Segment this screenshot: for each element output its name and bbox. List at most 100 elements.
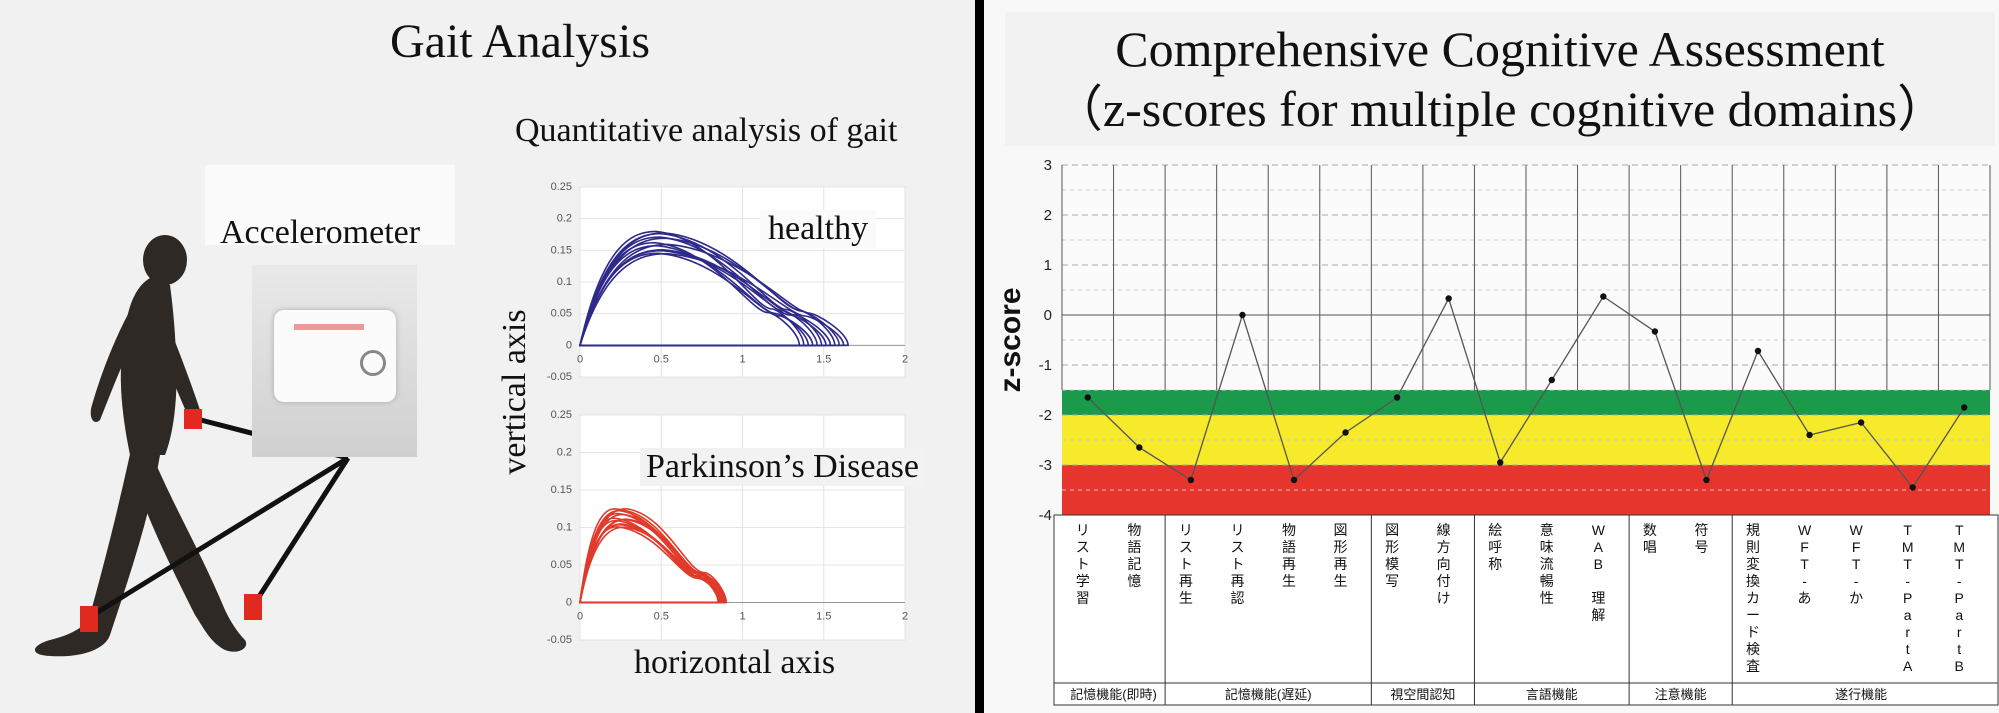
category-label: 数唱 [1643,522,1657,555]
cognitive-title-line1: Comprehensive Cognitive Assessment [1115,21,1885,77]
zscore-ytick-label: 3 [1044,157,1052,174]
category-label: 図形再生 [1334,522,1348,589]
pd-xtick-label: 0.5 [654,611,669,623]
category-label: 符号 [1694,522,1708,555]
accelerometer-label: Accelerometer [220,214,421,251]
healthy-trace [578,243,849,347]
zscore-point [1806,431,1813,439]
group-label: 記憶機能(即時) [1070,687,1157,702]
group-label: 言語機能 [1526,687,1578,702]
zscore-ylabel: z-score [994,287,1027,392]
group-label: 注意機能 [1655,687,1707,702]
healthy-trace [578,232,836,347]
pd-ytick-label: 0.05 [551,559,572,571]
zscore-point [1084,394,1091,401]
gait-chart-parkinsons: -0.05 0 0.05 0.1 0.15 0.2 0.25 0 0.5 1 1.5 2 [547,409,908,646]
group-label: 記憶機能(遅延) [1225,687,1312,702]
zscore-ytick-label: -1 [1039,357,1052,374]
zscore-point [1754,347,1762,355]
gait-chart-healthy: -0.05 0 0.05 0.1 0.15 0.2 0.25 0 0.5 1 1.5 2 [547,181,908,383]
category-label: W F T -あ [1798,522,1812,606]
zscore-point [1857,419,1865,426]
zscore-chart: 3 2 1 0 -1 -2 -3 -4 z-score 記憶機能(即時) 記憶機能(遅延) 視空間認知… [994,157,1999,706]
gait-subtitle: Quantitative analysis of gait [515,112,898,149]
zscore-line [1087,295,1965,489]
parkinsons-label: Parkinson’s Disease [640,448,925,486]
pd-trace [579,526,726,604]
zscore-ytick-label: 2 [1044,207,1052,224]
category-label: T M T -P a r t B [1953,522,1965,674]
zscore-point [1497,459,1504,466]
zscore-ytick-label: -3 [1039,457,1052,474]
healthy-ytick-label: 0 [566,339,572,351]
category-label-area [1053,514,1999,706]
healthy-xtick-label: 1.5 [816,353,831,365]
category-label: リスト再認 [1230,522,1244,606]
zscore-point [1187,476,1195,484]
pd-xtick-label: 1.5 [816,611,831,623]
healthy-trace [578,237,841,347]
healthy-xtick-label: 2 [902,353,908,365]
zscore-point [1239,311,1246,319]
zscore-point [1445,295,1452,302]
panel-divider [975,0,984,713]
healthy-ytick-label: 0.15 [551,244,572,256]
zscore-ytick-label: -2 [1039,407,1052,424]
zscore-band-green [1062,390,1990,415]
healthy-ytick-label: 0.1 [557,276,572,288]
walking-person-silhouette [34,235,247,657]
zscore-point [1703,476,1710,484]
healthy-xtick-label: 1 [739,353,745,365]
sensor-waist [184,409,202,429]
category-label: 意味流暢性 [1540,522,1554,606]
zscore-point [1548,376,1555,384]
category-label: W F T -か [1849,522,1863,606]
pd-trace [579,518,728,604]
category-label: 物語記憶 [1127,522,1141,589]
gait-title: Gait Analysis [390,15,650,68]
zscore-point [1651,328,1659,335]
pd-xtick-label: 0 [577,611,583,623]
pd-ytick-label: -0.05 [547,634,572,646]
zscore-point [1290,476,1298,484]
category-label: 物語再生 [1282,522,1296,589]
healthy-ytick-label: 0.25 [551,181,572,193]
healthy-ytick-label: 0.05 [551,308,572,320]
pd-ytick-label: 0.2 [557,447,572,459]
sensor-right-ankle [244,594,262,620]
accelerometer-label-background [205,165,455,245]
cognitive-title-box [1005,12,1995,146]
zscore-point [1961,404,1968,411]
device-logo [294,324,364,330]
pd-trace [579,507,727,604]
device-button-icon [360,350,386,376]
zscore-point [1393,394,1401,401]
category-label: リスト学習 [1076,522,1090,606]
group-label: 視空間認知 [1390,687,1455,702]
zscore-ytick-label: -4 [1039,507,1052,524]
zscore-ytick-label: 1 [1044,257,1052,274]
category-label: 規則変換カード検査 [1746,522,1760,674]
category-label: 線方向付け [1437,522,1451,606]
zscore-point [1909,484,1916,491]
group-label: 遂行機能 [1835,687,1887,702]
healthy-label: healthy [760,210,877,248]
pd-xtick-label: 2 [902,611,908,623]
accelerometer-device [274,310,396,402]
sensor-left-ankle [80,606,98,632]
cognitive-title-line2: （z-scores for multiple cognitive domains… [1052,81,1948,137]
category-label: T M T -P a r t A [1902,522,1914,674]
healthy-xtick-label: 0 [577,353,583,365]
pd-ytick-label: 0.1 [557,522,572,534]
pd-ytick-label: 0.15 [551,484,572,496]
pd-ytick-label: 0 [566,597,572,609]
accelerometer-photo [252,265,417,457]
zscore-point [1600,293,1607,300]
pd-xtick-label: 1 [739,611,745,623]
zscore-point [1342,429,1349,436]
healthy-ytick-label: -0.05 [547,371,572,383]
healthy-trace [578,252,845,347]
zscore-ytick-label: 0 [1044,307,1052,324]
zscore-point [1136,444,1143,451]
